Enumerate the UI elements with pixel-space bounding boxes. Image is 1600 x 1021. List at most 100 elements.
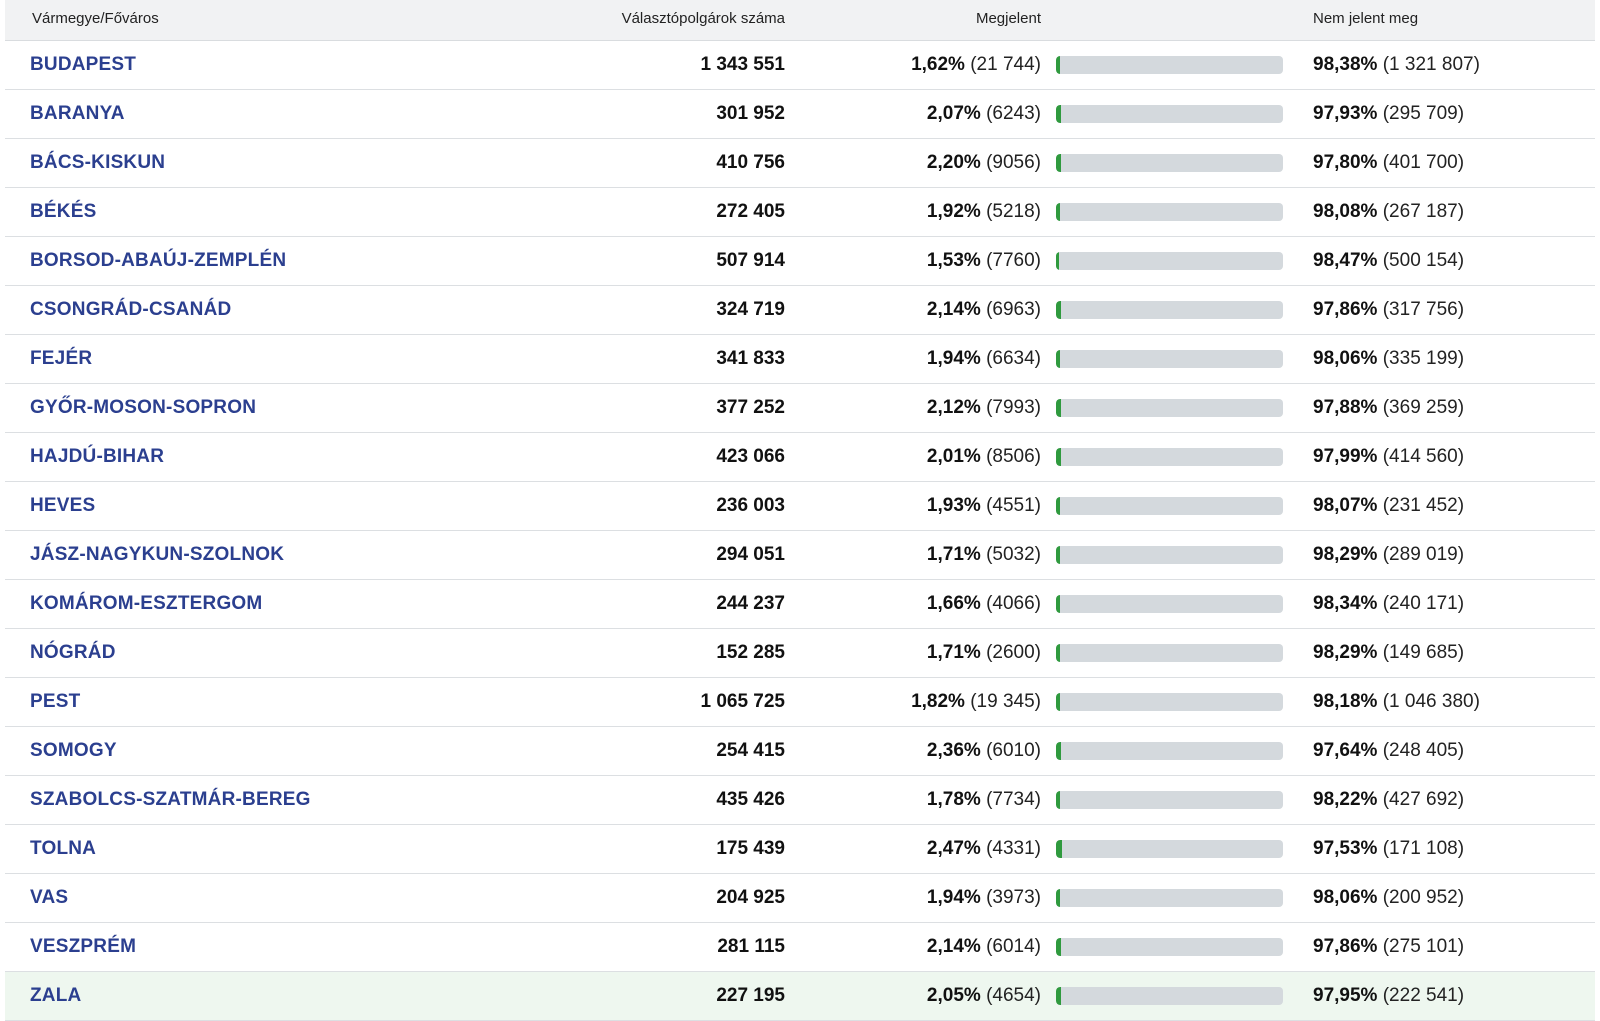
turnout-progress-bar xyxy=(1056,938,1283,956)
absent-count: (369 259) xyxy=(1382,397,1465,418)
turnout-count: (4551) xyxy=(986,495,1041,516)
turnout-progress-fill xyxy=(1056,203,1061,221)
absent-value: 98,29% (289 019) xyxy=(1313,544,1464,566)
absent-percent: 98,22% xyxy=(1313,789,1378,810)
table-row: SZABOLCS-SZATMÁR-BEREG 435 426 1,78% (7734… xyxy=(5,776,1595,825)
absent-value: 98,08% (267 187) xyxy=(1313,201,1464,223)
turnout-count: (8506) xyxy=(986,446,1041,467)
turnout-percent: 2,20% xyxy=(926,152,981,173)
absent-value: 98,06% (200 952) xyxy=(1313,887,1464,909)
turnout-value: 1,71% (5032) xyxy=(927,544,1041,566)
absent-count: (335 199) xyxy=(1382,348,1465,369)
voters-count: 435 426 xyxy=(716,789,785,810)
turnout-progress-fill xyxy=(1056,889,1061,907)
turnout-value: 1,93% (4551) xyxy=(927,495,1041,517)
turnout-progress-fill xyxy=(1056,56,1060,74)
table-header: Vármegye/Főváros Választópolgárok száma … xyxy=(5,0,1595,41)
turnout-value: 1,92% (5218) xyxy=(927,201,1041,223)
turnout-progress-bar xyxy=(1056,399,1283,417)
absent-percent: 98,38% xyxy=(1313,54,1378,75)
county-link[interactable]: ZALA xyxy=(30,985,82,1006)
county-link[interactable]: KOMÁROM-ESZTERGOM xyxy=(30,593,263,614)
turnout-progress-bar xyxy=(1056,644,1283,662)
county-link[interactable]: GYŐR-MOSON-SOPRON xyxy=(30,397,257,418)
absent-count: (248 405) xyxy=(1382,740,1465,761)
turnout-count: (2600) xyxy=(986,642,1041,663)
turnout-percent: 1,62% xyxy=(911,54,965,75)
county-link[interactable]: TOLNA xyxy=(30,838,97,859)
turnout-percent: 2,47% xyxy=(926,838,981,859)
county-link[interactable]: BORSOD-ABAÚJ-ZEMPLÉN xyxy=(30,250,287,271)
county-link[interactable]: VAS xyxy=(30,887,69,908)
county-link[interactable]: VESZPRÉM xyxy=(30,936,137,957)
turnout-count: (5032) xyxy=(986,544,1041,565)
table-row: SOMOGY 254 415 2,36% (6010) 97,64% (248 405… xyxy=(5,727,1595,776)
voters-count: 152 285 xyxy=(716,642,785,663)
turnout-percent: 2,07% xyxy=(926,103,981,124)
turnout-percent: 1,71% xyxy=(926,642,981,663)
county-link[interactable]: SZABOLCS-SZATMÁR-BEREG xyxy=(30,789,311,810)
voters-count: 244 237 xyxy=(716,593,785,614)
county-link[interactable]: PEST xyxy=(30,691,81,712)
county-link[interactable]: HEVES xyxy=(30,495,96,516)
turnout-progress-fill xyxy=(1056,840,1062,858)
turnout-count: (6243) xyxy=(986,103,1041,124)
voters-count: 1 343 551 xyxy=(700,54,785,75)
turnout-progress-bar xyxy=(1056,987,1283,1005)
absent-percent: 98,29% xyxy=(1313,642,1378,663)
column-header-voters[interactable]: Választópolgárok száma xyxy=(621,10,785,27)
absent-percent: 97,93% xyxy=(1313,103,1378,124)
voters-count: 272 405 xyxy=(716,201,785,222)
turnout-value: 1,66% (4066) xyxy=(927,593,1041,615)
absent-count: (289 019) xyxy=(1382,544,1465,565)
county-link[interactable]: BÉKÉS xyxy=(30,201,97,222)
table-row: BÉKÉS 272 405 1,92% (5218) 98,08% (267 187) xyxy=(5,188,1595,237)
turnout-progress-fill xyxy=(1056,350,1061,368)
county-link[interactable]: JÁSZ-NAGYKUN-SZOLNOK xyxy=(30,544,285,565)
absent-percent: 97,80% xyxy=(1313,152,1378,173)
absent-percent: 98,06% xyxy=(1313,887,1378,908)
turnout-progress-bar xyxy=(1056,742,1283,760)
turnout-progress-bar xyxy=(1056,693,1283,711)
turnout-progress-fill xyxy=(1056,448,1061,466)
county-link[interactable]: BUDAPEST xyxy=(30,54,137,75)
turnout-count: (7760) xyxy=(986,250,1041,271)
voters-count: 1 065 725 xyxy=(700,691,785,712)
absent-percent: 97,88% xyxy=(1313,397,1378,418)
county-link[interactable]: HAJDÚ-BIHAR xyxy=(30,446,165,467)
absent-value: 97,93% (295 709) xyxy=(1313,103,1464,125)
absent-value: 97,64% (248 405) xyxy=(1313,740,1464,762)
absent-count: (427 692) xyxy=(1382,789,1465,810)
turnout-count: (7993) xyxy=(986,397,1041,418)
turnout-percent: 2,05% xyxy=(926,985,981,1006)
turnout-progress-fill xyxy=(1056,497,1061,515)
county-link[interactable]: CSONGRÁD-CSANÁD xyxy=(30,299,232,320)
county-link[interactable]: FEJÉR xyxy=(30,348,93,369)
table-row: JÁSZ-NAGYKUN-SZOLNOK 294 051 1,71% (5032) 9… xyxy=(5,531,1595,580)
column-header-turnout[interactable]: Megjelent xyxy=(975,10,1041,27)
absent-value: 98,22% (427 692) xyxy=(1313,789,1464,811)
turnout-value: 1,53% (7760) xyxy=(927,250,1041,272)
table-row: BORSOD-ABAÚJ-ZEMPLÉN 507 914 1,53% (7760) 9… xyxy=(5,237,1595,286)
voters-count: 204 925 xyxy=(716,887,785,908)
county-link[interactable]: NÓGRÁD xyxy=(30,642,116,663)
absent-percent: 98,07% xyxy=(1313,495,1378,516)
turnout-count: (6963) xyxy=(986,299,1041,320)
turnout-count: (3973) xyxy=(986,887,1041,908)
absent-value: 98,29% (149 685) xyxy=(1313,642,1464,664)
table-row: HEVES 236 003 1,93% (4551) 98,07% (231 452) xyxy=(5,482,1595,531)
turnout-count: (6014) xyxy=(986,936,1041,957)
column-header-absent[interactable]: Nem jelent meg xyxy=(1313,10,1419,27)
county-link[interactable]: SOMOGY xyxy=(30,740,117,761)
county-link[interactable]: BÁCS-KISKUN xyxy=(30,152,166,173)
turnout-value: 2,12% (7993) xyxy=(927,397,1041,419)
turnout-value: 2,14% (6963) xyxy=(927,299,1041,321)
absent-count: (231 452) xyxy=(1382,495,1465,516)
turnout-progress-bar xyxy=(1056,56,1283,74)
absent-value: 97,88% (369 259) xyxy=(1313,397,1464,419)
column-header-county[interactable]: Vármegye/Főváros xyxy=(32,10,159,27)
county-link[interactable]: BARANYA xyxy=(30,103,125,124)
voters-count: 254 415 xyxy=(716,740,785,761)
absent-count: (240 171) xyxy=(1382,593,1465,614)
absent-count: (317 756) xyxy=(1382,299,1465,320)
